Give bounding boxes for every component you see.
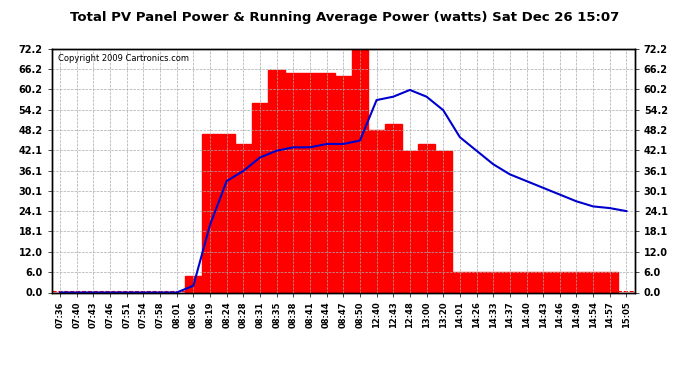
Bar bbox=[451, 272, 469, 292]
Bar bbox=[185, 276, 201, 292]
Bar bbox=[335, 76, 352, 292]
Bar bbox=[502, 272, 518, 292]
Bar bbox=[385, 124, 402, 292]
Bar bbox=[418, 144, 435, 292]
Bar bbox=[235, 144, 252, 292]
Text: Copyright 2009 Cartronics.com: Copyright 2009 Cartronics.com bbox=[57, 54, 188, 63]
Bar bbox=[535, 272, 551, 292]
Bar bbox=[318, 73, 335, 292]
Bar bbox=[469, 272, 485, 292]
Bar bbox=[585, 272, 602, 292]
Bar bbox=[435, 151, 451, 292]
Bar bbox=[602, 272, 618, 292]
Bar bbox=[218, 134, 235, 292]
Bar bbox=[285, 73, 302, 292]
Bar bbox=[402, 151, 418, 292]
Bar bbox=[485, 272, 502, 292]
Bar bbox=[518, 272, 535, 292]
Bar bbox=[352, 50, 368, 292]
Bar bbox=[568, 272, 585, 292]
Bar bbox=[368, 130, 385, 292]
Bar bbox=[252, 104, 268, 292]
Bar bbox=[201, 134, 218, 292]
Bar bbox=[302, 73, 318, 292]
Text: Total PV Panel Power & Running Average Power (watts) Sat Dec 26 15:07: Total PV Panel Power & Running Average P… bbox=[70, 11, 620, 24]
Bar bbox=[551, 272, 568, 292]
Bar bbox=[268, 70, 285, 292]
